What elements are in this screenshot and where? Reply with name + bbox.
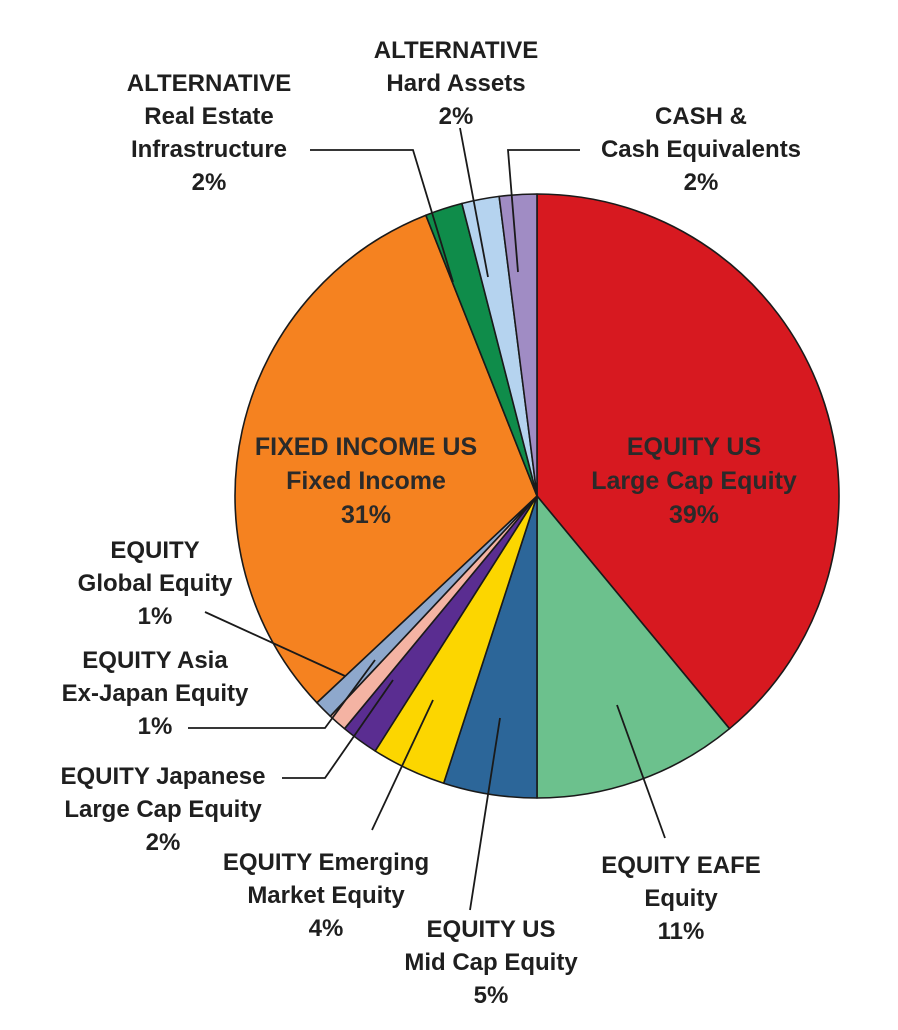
pie-slices xyxy=(234,193,840,799)
label-equity-us-mid-cap-line-1: EQUITY US xyxy=(427,916,556,943)
label-equity-japanese-line-3: 2% xyxy=(146,829,181,856)
label-equity-japanese-line-2: Large Cap Equity xyxy=(64,796,262,823)
label-equity-us-large-cap-line-3: 39% xyxy=(669,501,719,529)
pie-slice-fixed-income xyxy=(234,214,538,704)
pie-slice-equity-us-large-cap xyxy=(536,193,840,730)
label-equity-global-line-3: 1% xyxy=(138,603,173,630)
label-alternative-hard-assets-line-3: 2% xyxy=(439,103,474,130)
label-equity-emerging: EQUITY Emerging Market Equity 4% xyxy=(223,849,429,942)
leader-line-equity-us-mid-cap xyxy=(469,717,501,911)
label-alternative-real-estate-line-4: 2% xyxy=(192,169,227,196)
label-equity-eafe: EQUITY EAFE Equity 11% xyxy=(601,852,761,945)
leader-line-equity-emerging xyxy=(371,699,434,831)
label-equity-emerging-line-1: EQUITY Emerging xyxy=(223,849,429,876)
label-equity-us-mid-cap-line-3: 5% xyxy=(474,982,509,1009)
label-equity-japanese: EQUITY Japanese Large Cap Equity 2% xyxy=(61,763,266,856)
label-cash-equivalents-line-3: 2% xyxy=(684,169,719,196)
label-equity-emerging-line-3: 4% xyxy=(309,915,344,942)
label-fixed-income-line-3: 31% xyxy=(341,501,391,529)
leader-line-equity-global xyxy=(204,611,346,677)
label-equity-japanese-line-1: EQUITY Japanese xyxy=(61,763,266,790)
label-equity-global-line-2: Global Equity xyxy=(78,570,233,597)
label-equity-global: EQUITY Global Equity 1% xyxy=(78,537,233,630)
label-alternative-real-estate-line-1: ALTERNATIVE xyxy=(127,70,291,97)
label-cash-equivalents-line-2: Cash Equivalents xyxy=(601,136,801,163)
label-alternative-hard-assets-line-1: ALTERNATIVE xyxy=(374,37,538,64)
label-fixed-income-line-1: FIXED INCOME US xyxy=(255,433,477,461)
label-equity-global-line-1: EQUITY xyxy=(110,537,199,564)
label-alternative-real-estate-line-3: Infrastructure xyxy=(131,136,287,163)
label-alternative-real-estate-line-2: Real Estate xyxy=(144,103,273,130)
label-alternative-hard-assets-line-2: Hard Assets xyxy=(386,70,525,97)
label-alternative-real-estate: ALTERNATIVE Real Estate Infrastructure 2% xyxy=(127,70,291,196)
pie-slice-cash-equivalents xyxy=(498,193,538,497)
leader-line-cash-equivalents xyxy=(507,149,580,273)
label-equity-eafe-line-2: Equity xyxy=(644,885,718,912)
label-equity-us-mid-cap: EQUITY US Mid Cap Equity 5% xyxy=(404,916,578,1009)
label-equity-asia-ex-japan-line-1: EQUITY Asia xyxy=(82,647,228,674)
pie-slice-equity-eafe xyxy=(536,495,731,799)
leader-line-equity-japanese xyxy=(282,679,394,779)
label-fixed-income: FIXED INCOME US Fixed Income 31% xyxy=(255,433,477,529)
label-equity-emerging-line-2: Market Equity xyxy=(247,882,405,909)
label-cash-equivalents-line-1: CASH & xyxy=(655,103,747,130)
label-equity-eafe-line-3: 11% xyxy=(658,918,705,945)
leader-lines xyxy=(188,127,666,911)
leader-line-alternative-hard-assets xyxy=(459,127,489,278)
leader-line-equity-eafe xyxy=(616,704,666,839)
label-equity-us-mid-cap-line-2: Mid Cap Equity xyxy=(404,949,578,976)
label-equity-asia-ex-japan-line-2: Ex-Japan Equity xyxy=(62,680,249,707)
label-equity-us-large-cap-line-1: EQUITY US xyxy=(627,433,761,461)
leader-line-equity-asia-ex-japan xyxy=(188,659,376,729)
leader-line-alternative-real-estate xyxy=(310,149,454,283)
label-equity-asia-ex-japan-line-3: 1% xyxy=(138,713,173,740)
label-equity-asia-ex-japan: EQUITY Asia Ex-Japan Equity 1% xyxy=(62,647,249,740)
label-cash-equivalents: CASH & Cash Equivalents 2% xyxy=(601,103,801,196)
label-fixed-income-line-2: Fixed Income xyxy=(286,467,446,495)
label-equity-us-large-cap: EQUITY US Large Cap Equity 39% xyxy=(591,433,797,529)
label-alternative-hard-assets: ALTERNATIVE Hard Assets 2% xyxy=(374,37,538,130)
label-equity-us-large-cap-line-2: Large Cap Equity xyxy=(591,467,797,495)
slice-labels: EQUITY US Large Cap Equity 39% FIXED INCOME… xyxy=(61,37,802,1009)
label-equity-eafe-line-1: EQUITY EAFE xyxy=(601,852,761,879)
